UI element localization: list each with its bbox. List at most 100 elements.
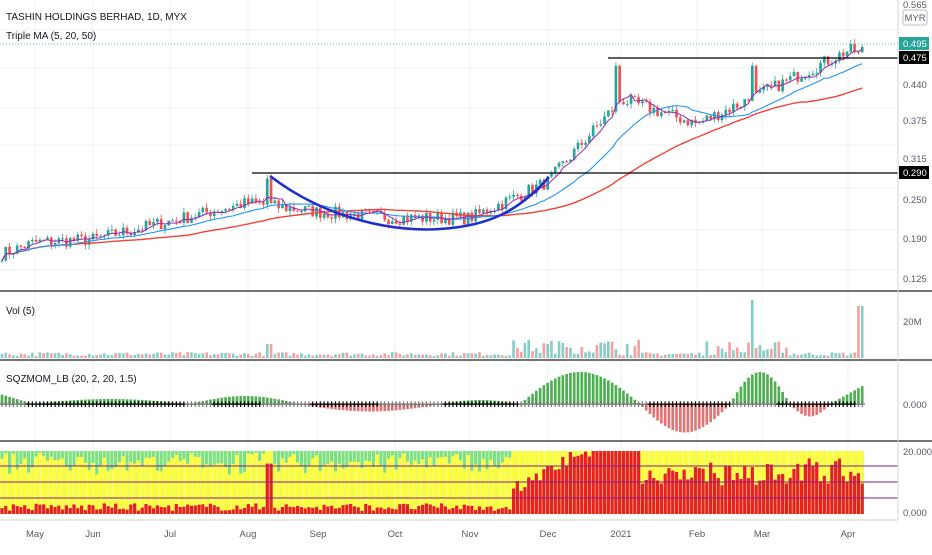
smart-yellow-bar [239, 473, 243, 514]
squeeze-dot: + [825, 399, 831, 411]
squeeze-dot: + [791, 399, 797, 411]
smart-yellow-bar [201, 467, 205, 514]
smart-yellow-bar [326, 463, 330, 514]
momentum-bar [527, 396, 531, 405]
momentum-bar [440, 403, 443, 405]
smart-red-bar [239, 509, 243, 514]
smart-yellow-bar [42, 455, 46, 514]
volume-bar [508, 355, 512, 358]
momentum-bar [322, 404, 326, 409]
volume-pane[interactable] [0, 300, 864, 358]
candle-body [46, 237, 49, 241]
volume-bar [822, 355, 826, 358]
smart-red-bar [523, 487, 527, 514]
squeeze-dot: + [798, 399, 804, 411]
squeeze-dot: + [563, 399, 569, 411]
smart-yellow-bar [205, 464, 209, 514]
squeeze-momentum-pane[interactable]: ++++++++++++++++++++++++++++++++++++++++… [0, 372, 865, 433]
momentum-bar [436, 404, 440, 405]
volume-bar [42, 353, 46, 358]
candle-body [561, 161, 565, 163]
currency-badge[interactable] [902, 9, 928, 26]
smart-red-bar [360, 510, 364, 514]
squeeze-dot: + [33, 399, 39, 411]
smart-red-bar [76, 508, 80, 514]
smart-yellow-bar [7, 473, 12, 514]
momentum-bar [356, 404, 360, 412]
momentum-bar [781, 391, 784, 405]
smart-red-bar [773, 479, 777, 514]
price-pane[interactable] [0, 39, 898, 263]
volume-bar [527, 339, 531, 358]
candle-body [504, 197, 508, 209]
momentum-bar [345, 404, 349, 411]
momentum-bar [383, 404, 387, 412]
squeeze-dot: + [635, 399, 641, 411]
momentum-bar [584, 372, 587, 405]
momentum-bar [538, 387, 542, 405]
smart-yellow-bar [341, 468, 345, 514]
candle-body [53, 243, 57, 245]
squeeze-dot: + [101, 399, 107, 411]
momentum-bar [379, 404, 383, 412]
squeeze-dot: + [616, 399, 622, 411]
momentum-bar [451, 402, 455, 405]
squeeze-dot: + [457, 399, 463, 411]
squeeze-dot: + [670, 399, 676, 411]
candle-body [478, 209, 481, 213]
volume-bar [682, 353, 686, 358]
momentum-bar [398, 404, 402, 410]
volume-bar [27, 355, 30, 358]
squeeze-dot: + [260, 399, 266, 411]
squeeze-dot: + [810, 399, 816, 411]
smart-yellow-bar [170, 457, 175, 514]
smart-red-bar [364, 503, 368, 514]
momentum-bar [591, 373, 595, 405]
cup-pattern-curve[interactable] [269, 174, 550, 231]
volume-bar [144, 353, 148, 358]
momentum-bar [428, 404, 432, 407]
volume-bar [273, 353, 277, 358]
volume-bar [720, 348, 724, 358]
candle-body [114, 229, 118, 236]
momentum-bar [326, 404, 330, 409]
squeeze-dot: + [22, 399, 28, 411]
squeeze-dot: + [548, 399, 554, 411]
smart-red-bar [129, 504, 133, 514]
volume-bar [792, 353, 796, 358]
volume-bar [315, 354, 318, 358]
squeeze-dot: + [374, 399, 380, 411]
smart-red-bar [367, 505, 372, 514]
squeeze-dot: + [359, 399, 365, 411]
volume-bar [425, 354, 428, 358]
smart-red-bar [216, 506, 220, 514]
volume-bar [311, 355, 315, 358]
momentum-bar [15, 399, 19, 405]
last-price-badge [899, 37, 929, 50]
smart-red-bar [648, 470, 652, 514]
smart-red-bar [538, 480, 542, 514]
squeeze-dot: + [37, 399, 43, 411]
candle-body [311, 205, 315, 217]
smart-red-bar [193, 505, 197, 514]
smart-red-bar [849, 471, 853, 514]
candle-body [80, 234, 83, 236]
volume-bar [186, 352, 190, 358]
candle-body [220, 210, 224, 213]
smart-yellow-bar [133, 463, 137, 514]
volume-bar [735, 347, 739, 358]
candle-body [546, 176, 550, 190]
squeeze-dot: + [719, 399, 725, 411]
squeeze-dot: + [620, 399, 626, 411]
candle-body [599, 124, 603, 126]
volume-bar [49, 353, 53, 358]
candle-body [841, 52, 845, 57]
volume-bar [288, 355, 292, 358]
momentum-bar [633, 399, 637, 405]
smartmcdx-pane[interactable] [0, 451, 898, 514]
candle-body [819, 62, 822, 73]
volume-bar [23, 354, 27, 358]
level-label: 0.290 [903, 168, 927, 179]
time-axis[interactable]: May Jun Jul Aug Sep Oct Nov Dec 2021 Feb Mar Apr [26, 529, 855, 540]
smart-red-bar [61, 509, 65, 514]
